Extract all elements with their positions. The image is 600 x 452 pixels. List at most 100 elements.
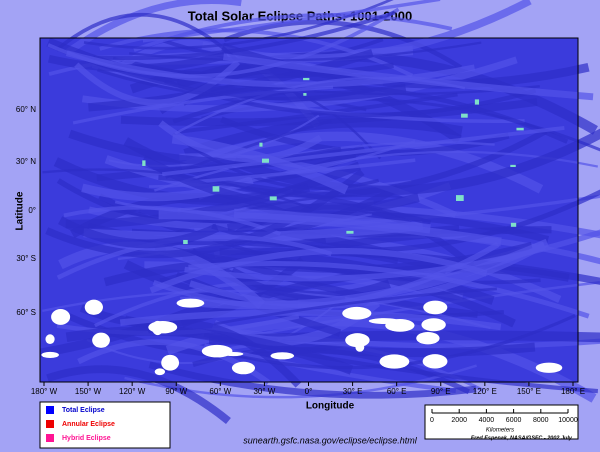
scale-label: 6000: [506, 417, 522, 424]
longitude-tick-label: 30° E: [343, 387, 363, 396]
land-patch: [259, 142, 263, 147]
uncovered-area: [385, 319, 415, 332]
longitude-tick-label: 0°: [305, 387, 313, 396]
uncovered-area: [342, 306, 372, 320]
eclipse-band: [58, 216, 220, 249]
land-patch: [269, 196, 277, 201]
latitude-tick-label: 30° N: [16, 157, 36, 166]
land-patch: [461, 113, 468, 118]
x-axis-label: Longitude: [306, 401, 355, 412]
uncovered-area: [154, 368, 166, 376]
eclipse-band: [72, 85, 334, 125]
land-patch: [510, 222, 517, 227]
eclipse-band: [119, 309, 502, 331]
land-patch: [516, 127, 524, 131]
uncovered-area: [161, 354, 180, 371]
land-patch: [346, 230, 354, 234]
eclipse-band: [83, 0, 394, 50]
url: sunearth.gsfc.nasa.gov/eclipse/eclipse.h…: [243, 435, 418, 445]
uncovered-area: [45, 334, 55, 345]
uncovered-area: [84, 299, 103, 315]
eclipse-band: [45, 169, 365, 259]
eclipse-band: [148, 361, 477, 399]
eclipse-band: [149, 247, 488, 294]
uncovered-area: [423, 300, 448, 315]
land-patch: [142, 160, 146, 166]
latitude-tick-label: 60° N: [16, 105, 36, 114]
latitude-tick-label: 60° S: [16, 308, 36, 317]
longitude-tick-label: 120° E: [473, 387, 497, 396]
eclipse-band: [93, 10, 396, 61]
scale-label: 8000: [533, 417, 549, 424]
longitude-tick-label: 30° W: [253, 387, 275, 396]
longitude-tick-label: 150° E: [517, 387, 541, 396]
scale-label: 2000: [451, 417, 467, 424]
eclipse-band: [171, 132, 380, 190]
credit: Fred Espenak, NASA/GSFC - 2002 July: [471, 435, 573, 441]
legend-swatch: [46, 406, 54, 414]
uncovered-area: [416, 331, 440, 345]
land-patch: [303, 93, 307, 96]
uncovered-area: [345, 333, 370, 348]
legend-swatch: [46, 434, 54, 442]
legend-box: [39, 401, 171, 449]
uncovered-area: [421, 318, 446, 332]
eclipse-band: [189, 242, 546, 309]
land-patch: [455, 195, 464, 201]
uncovered-area: [379, 354, 410, 369]
eclipse-band: [65, 50, 476, 88]
eclipse-band: [162, 125, 565, 177]
uncovered-area: [201, 344, 233, 358]
scale-label: 4000: [479, 417, 495, 424]
eclipse-band: [158, 120, 323, 163]
land-patch: [183, 239, 188, 245]
eclipse-band: [142, 0, 441, 43]
uncovered-area: [535, 362, 563, 373]
eclipse-band: [46, 365, 231, 425]
uncovered-area: [270, 352, 295, 360]
eclipse-band: [65, 0, 242, 56]
land-patch: [212, 186, 220, 192]
eclipse-band: [158, 210, 502, 247]
eclipse-band: [55, 12, 238, 61]
legend-label: Hybrid Eclipse: [62, 435, 111, 442]
uncovered-area: [231, 361, 256, 375]
land-patch: [474, 99, 480, 105]
legend-label: Annular Eclipse: [62, 421, 115, 428]
longitude-tick-label: 90° E: [431, 387, 451, 396]
scale-label: 10000: [558, 417, 578, 424]
longitude-tick-label: 60° W: [209, 387, 231, 396]
eclipse-band: [99, 28, 414, 78]
uncovered-area: [51, 309, 71, 325]
latitude-tick-label: 0°: [28, 206, 36, 215]
uncovered-area: [92, 332, 110, 348]
eclipse-band: [232, 128, 600, 196]
longitude-tick-label: 120° W: [119, 387, 146, 396]
latitude-tick-label: 30° S: [16, 254, 36, 263]
land-patch: [303, 77, 310, 81]
scale-label: 0: [430, 417, 434, 424]
scale-box: [424, 404, 579, 440]
y-axis-label: Latitude: [15, 191, 26, 230]
eclipse-band: [141, 155, 420, 214]
longitude-tick-label: 60° E: [387, 387, 407, 396]
uncovered-area: [148, 320, 178, 334]
legend-swatch: [46, 420, 54, 428]
land-patch: [261, 158, 269, 163]
eclipse-band: [165, 119, 332, 179]
eclipse-band: [213, 287, 497, 326]
eclipse-paths: [39, 0, 600, 425]
longitude-tick-label: 180° W: [31, 387, 58, 396]
scale-unit: Kilometers: [486, 428, 514, 434]
uncovered-area: [422, 354, 448, 369]
uncovered-area: [176, 298, 205, 308]
longitude-tick-label: 90° W: [165, 387, 187, 396]
eclipse-band: [63, 205, 282, 236]
eclipse-band: [58, 241, 266, 309]
longitude-tick-label: 180° E: [561, 387, 585, 396]
longitude-tick-label: 150° W: [75, 387, 102, 396]
land-patch: [510, 164, 516, 168]
legend-label: Total Eclipse: [62, 407, 105, 414]
uncovered-area: [41, 351, 59, 359]
